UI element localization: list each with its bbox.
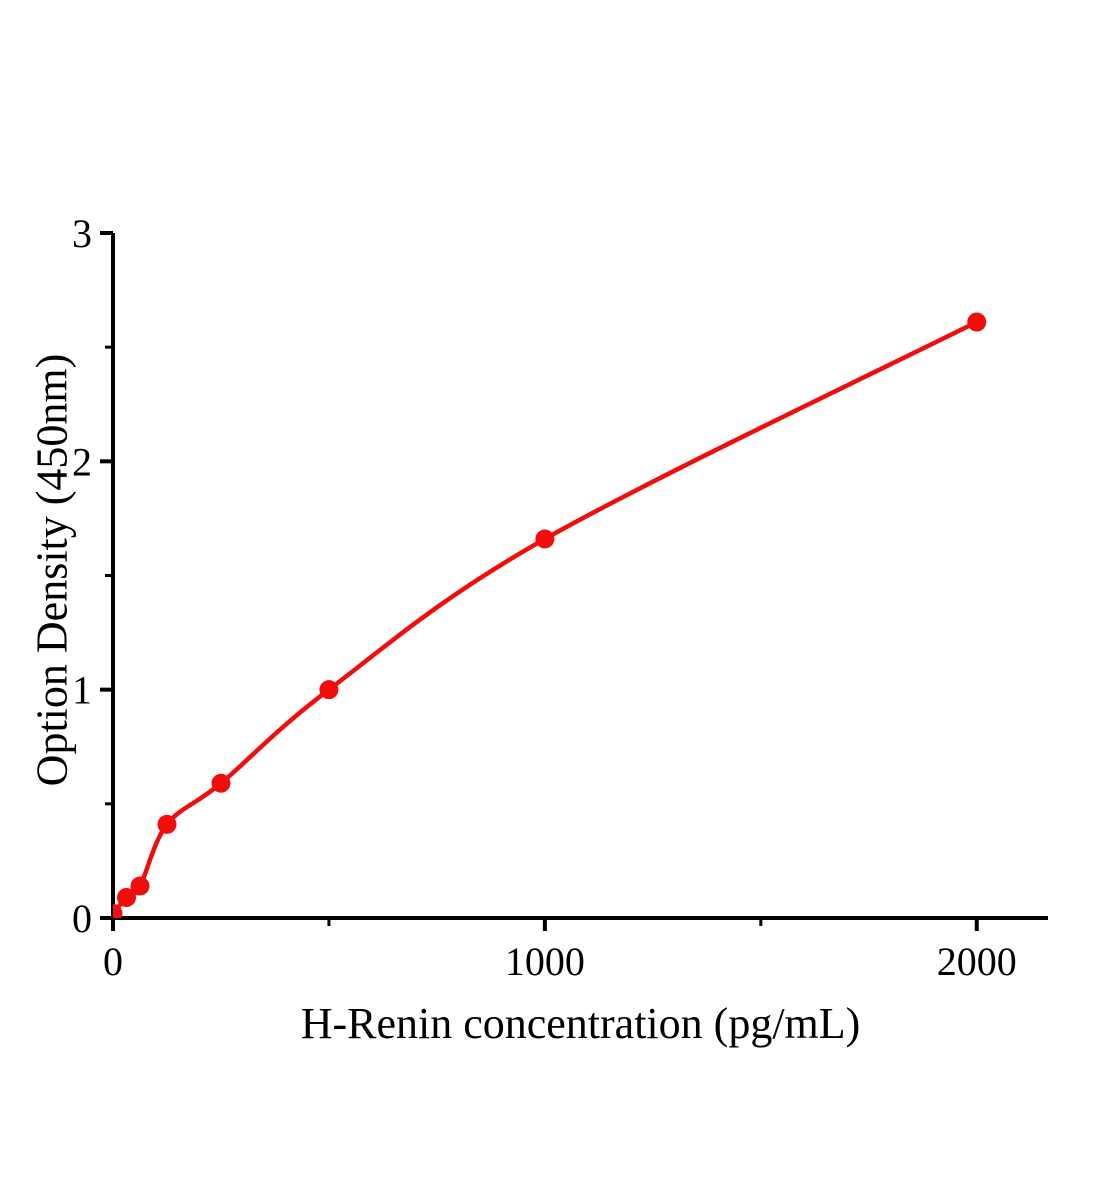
y-tick-label-2: 2 bbox=[72, 439, 92, 484]
x-tick-label-1: 1000 bbox=[505, 939, 585, 984]
data-layer bbox=[113, 312, 987, 918]
x-axis-title: H-Renin concentration (pg/mL) bbox=[300, 999, 861, 1048]
data-point-7 bbox=[967, 312, 987, 332]
x-tick-label-2: 2000 bbox=[937, 939, 1017, 984]
y-tick-label-0: 0 bbox=[72, 896, 92, 941]
standard-curve-line bbox=[113, 319, 979, 916]
y-tick-label-3: 3 bbox=[72, 211, 92, 256]
x-tick-label-0: 0 bbox=[103, 939, 123, 984]
data-point-4 bbox=[211, 773, 231, 793]
y-axis-title: Option Density (450nm) bbox=[27, 353, 77, 787]
data-point-5 bbox=[319, 680, 339, 700]
data-point-2 bbox=[130, 876, 150, 896]
data-point-6 bbox=[535, 529, 555, 549]
data-point-3 bbox=[157, 814, 177, 834]
data-point-1 bbox=[116, 887, 136, 907]
data-point-0 bbox=[113, 903, 123, 918]
axis-lines bbox=[111, 233, 1048, 920]
y-tick-label-1: 1 bbox=[72, 668, 92, 713]
